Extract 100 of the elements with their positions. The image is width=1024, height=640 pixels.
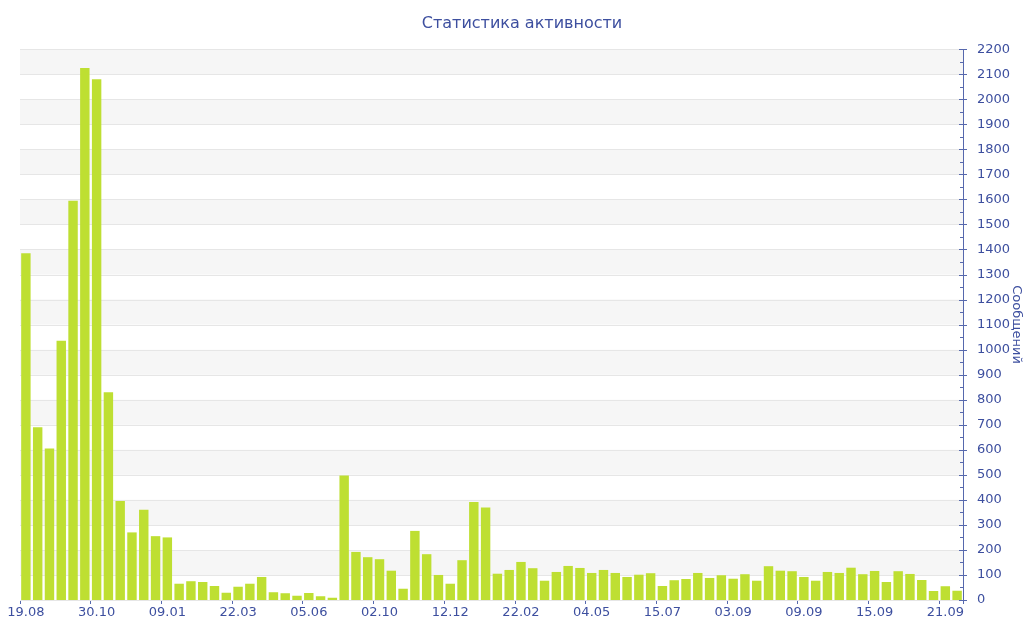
bar xyxy=(315,596,326,600)
bar xyxy=(645,573,656,600)
bar xyxy=(575,567,585,600)
bar xyxy=(928,590,939,600)
bar xyxy=(44,448,55,600)
bar xyxy=(752,580,762,600)
x-tick-label: 15.09 xyxy=(855,604,894,620)
bar xyxy=(162,537,173,600)
bar xyxy=(445,583,455,600)
bar xyxy=(386,570,397,600)
bar xyxy=(728,578,738,600)
y-tick-label: 1300 xyxy=(977,265,1011,281)
bar xyxy=(539,580,550,600)
y-tick-label: 300 xyxy=(977,516,1002,532)
y-tick-label: 400 xyxy=(977,491,1002,507)
y-tick-label: 1500 xyxy=(977,215,1011,231)
bar xyxy=(869,570,880,600)
bar xyxy=(421,554,432,600)
bar xyxy=(704,577,715,600)
y-tick-label: 0 xyxy=(977,591,986,607)
bar xyxy=(622,576,632,600)
bar xyxy=(634,574,644,600)
bar xyxy=(221,592,231,600)
bar xyxy=(127,532,137,600)
x-tick-label: 15.07 xyxy=(643,604,682,620)
bar xyxy=(245,583,255,600)
bar xyxy=(256,576,267,600)
y-tick-label: 900 xyxy=(977,366,1002,382)
bar xyxy=(457,560,467,600)
bar xyxy=(32,427,43,600)
y-tick-label: 200 xyxy=(977,541,1002,557)
x-tick-label: 04.05 xyxy=(573,604,611,620)
y-tick-label: 1100 xyxy=(977,315,1011,331)
bar xyxy=(810,580,821,600)
y-tick-label: 1400 xyxy=(977,240,1011,256)
bar xyxy=(304,592,314,600)
bar xyxy=(669,580,679,600)
y-tick-label: 100 xyxy=(977,566,1002,582)
bar xyxy=(398,588,408,600)
bar xyxy=(905,573,915,600)
chart-title: Статистика активности xyxy=(421,12,623,32)
bar xyxy=(516,561,526,600)
bar xyxy=(339,475,349,600)
y-tick-label: 600 xyxy=(977,441,1002,457)
bar xyxy=(610,572,620,600)
bar xyxy=(657,585,668,600)
bar xyxy=(292,595,302,600)
bar xyxy=(351,551,361,600)
bar xyxy=(268,592,279,600)
x-tick-label: 09.01 xyxy=(148,604,186,620)
bar xyxy=(528,568,538,600)
x-tick-label: 03.09 xyxy=(714,604,752,620)
y-tick-label: 500 xyxy=(977,466,1002,482)
y-tick-label: 1000 xyxy=(977,341,1011,357)
y-tick-label: 1600 xyxy=(977,190,1011,206)
y-axis-title: Сообщений xyxy=(1009,285,1024,364)
y-tick-label: 800 xyxy=(977,391,1002,407)
y-tick-label: 700 xyxy=(977,416,1002,432)
x-tick-label: 22.03 xyxy=(219,604,257,620)
bar xyxy=(893,571,903,600)
bar xyxy=(846,567,856,600)
bar xyxy=(716,575,727,600)
y-tick-label: 1200 xyxy=(977,290,1011,306)
bar xyxy=(492,573,503,600)
bar xyxy=(80,67,90,600)
x-tick-label: 19.08 xyxy=(7,604,45,620)
bar xyxy=(740,574,750,600)
x-tick-label: 12.12 xyxy=(431,604,469,620)
bar xyxy=(504,569,514,600)
bar xyxy=(469,502,479,600)
y-tick-label: 2100 xyxy=(977,65,1011,81)
bar xyxy=(940,586,951,600)
y-tick-label: 1900 xyxy=(977,115,1011,131)
bar xyxy=(551,571,562,600)
x-tick-label: 21.09 xyxy=(926,604,964,620)
bar xyxy=(775,570,786,600)
bar xyxy=(68,200,78,600)
bar xyxy=(822,571,833,600)
x-tick-label: 02.10 xyxy=(360,604,399,620)
x-tick-label: 09.09 xyxy=(785,604,823,620)
bar xyxy=(91,79,102,600)
y-tick-label: 2200 xyxy=(977,40,1011,56)
bar xyxy=(598,569,609,600)
bar xyxy=(21,253,31,600)
bar xyxy=(115,501,125,600)
bar xyxy=(374,559,385,600)
bar xyxy=(186,581,196,600)
bar xyxy=(410,530,420,600)
bar xyxy=(881,581,892,600)
bar xyxy=(952,590,962,600)
bar xyxy=(433,574,444,600)
bar xyxy=(56,340,66,600)
bar xyxy=(280,593,290,600)
bar xyxy=(150,536,161,600)
bar xyxy=(563,565,573,600)
bar xyxy=(174,583,184,600)
x-tick-label: 05.06 xyxy=(290,604,328,620)
bar xyxy=(209,585,220,600)
bar xyxy=(233,586,243,600)
x-tick-label: 30.10 xyxy=(78,604,116,620)
